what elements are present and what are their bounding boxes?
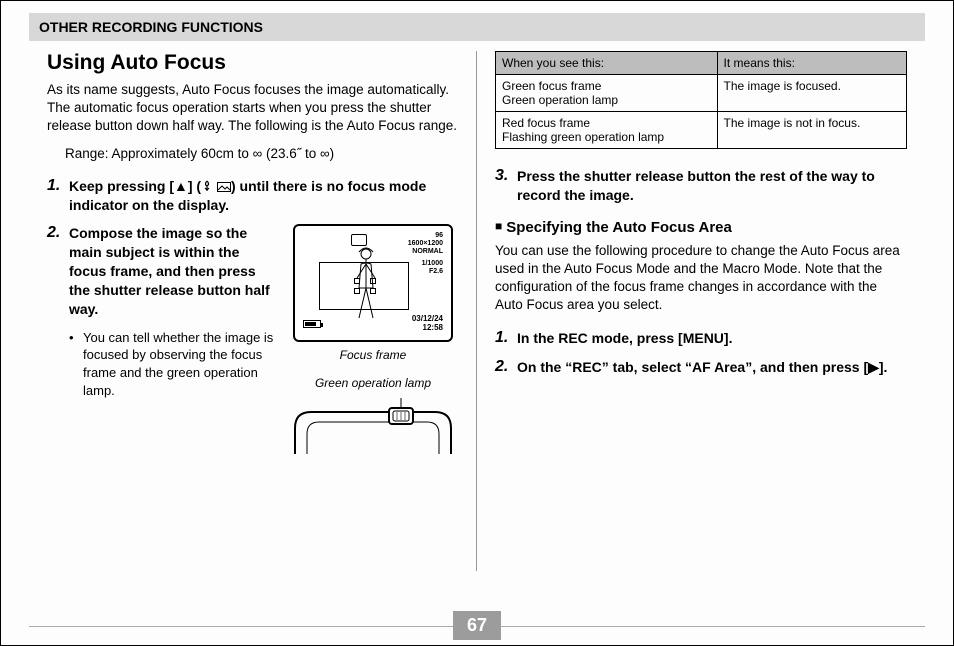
step-number: 1.: [495, 329, 517, 348]
step-body: On the “REC” tab, select “AF Area”, and …: [517, 358, 887, 377]
camera-top-figure: [293, 398, 453, 456]
subheading: ■Specifying the Auto Focus Area: [495, 219, 907, 236]
section-header: OTHER RECORDING FUNCTIONS: [29, 13, 925, 41]
focus-status-table: When you see this: It means this: Green …: [495, 51, 907, 149]
lcd-datetime: 03/12/2412:58: [412, 315, 443, 333]
battery-icon: [303, 320, 321, 328]
step-2-row: 2. Compose the image so the main subject…: [47, 224, 458, 461]
step-body: In the REC mode, press [MENU].: [517, 329, 732, 348]
step-body: Keep pressing [▲] ( ) until there is no …: [69, 177, 458, 215]
bullet-text: You can tell whether the image is focuse…: [83, 329, 278, 399]
step-body: Compose the image so the main subject is…: [69, 224, 278, 318]
lcd-count: 96: [435, 232, 443, 239]
step-number: 3.: [495, 167, 517, 205]
right-column: When you see this: It means this: Green …: [477, 51, 925, 571]
step-3: 3. Press the shutter release button the …: [495, 167, 907, 205]
step-1: 1. Keep pressing [▲] ( ) until there is …: [47, 177, 458, 215]
lcd-quality: NORMAL: [412, 248, 443, 255]
mode-icon: [351, 234, 367, 246]
table-cell: The image is not in focus.: [717, 112, 906, 149]
focus-corner-brackets: [354, 278, 376, 294]
lcd-fnumber: F2.6: [429, 268, 443, 275]
table-cell: Green focus frameGreen operation lamp: [496, 75, 718, 112]
table-row: Green focus frameGreen operation lamp Th…: [496, 75, 907, 112]
left-column: Using Auto Focus As its name suggests, A…: [29, 51, 477, 571]
table-header: When you see this:: [496, 52, 718, 75]
step-number: 2.: [495, 358, 517, 377]
table-header: It means this:: [717, 52, 906, 75]
lcd-screen-figure: 96 1600×1200 NORMAL 1/1000 F2.6: [293, 224, 453, 342]
intro-paragraph: As its name suggests, Auto Focus focuses…: [47, 81, 458, 136]
lcd-resolution: 1600×1200: [408, 240, 443, 247]
bullet-dot: •: [69, 329, 83, 399]
page-number-badge: 67: [453, 611, 501, 640]
square-bullet-icon: ■: [495, 219, 502, 233]
bullet-item: • You can tell whether the image is focu…: [69, 329, 278, 399]
step-2-text-column: 2. Compose the image so the main subject…: [47, 224, 278, 461]
page-title: Using Auto Focus: [47, 51, 458, 75]
right-step-2: 2. On the “REC” tab, select “AF Area”, a…: [495, 358, 907, 377]
range-text: Range: Approximately 60cm to ∞ (23.6˝ to…: [65, 146, 458, 161]
page-footer: 67: [29, 626, 925, 627]
two-column-layout: Using Auto Focus As its name suggests, A…: [29, 51, 925, 571]
footer-rule: 67: [29, 626, 925, 627]
figure-column: 96 1600×1200 NORMAL 1/1000 F2.6: [288, 224, 458, 461]
step1-text-a: Keep pressing [▲] (: [69, 178, 201, 194]
step-number: 2.: [47, 224, 69, 318]
step-number: 1.: [47, 177, 69, 215]
figure-caption-focus-frame: Focus frame: [288, 348, 458, 362]
right-step-1: 1. In the REC mode, press [MENU].: [495, 329, 907, 348]
landscape-icon: [217, 182, 231, 192]
macro-icon: [201, 180, 213, 192]
figure-caption-lamp: Green operation lamp: [288, 376, 458, 390]
table-row: Red focus frameFlashing green operation …: [496, 112, 907, 149]
page: OTHER RECORDING FUNCTIONS Using Auto Foc…: [0, 0, 954, 646]
lcd-shutter: 1/1000: [422, 260, 443, 267]
table-cell: Red focus frameFlashing green operation …: [496, 112, 718, 149]
table-header-row: When you see this: It means this:: [496, 52, 907, 75]
lcd-inner: 96 1600×1200 NORMAL 1/1000 F2.6: [301, 232, 445, 334]
step-2: 2. Compose the image so the main subject…: [47, 224, 278, 318]
sub-intro-paragraph: You can use the following procedure to c…: [495, 242, 907, 315]
step-body: Press the shutter release button the res…: [517, 167, 907, 205]
table-cell: The image is focused.: [717, 75, 906, 112]
